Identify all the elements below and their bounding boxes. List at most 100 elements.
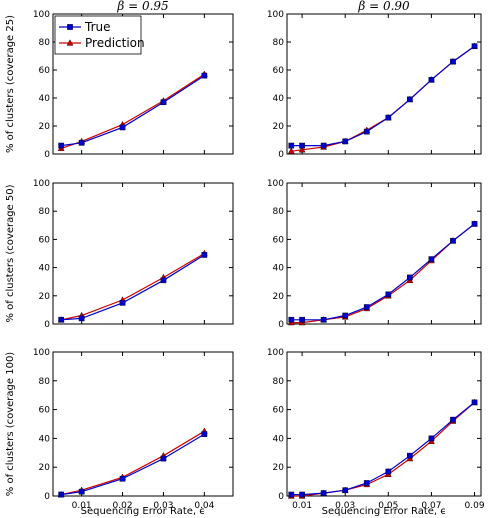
panel-2-point-true: [299, 142, 305, 149]
panel-4-point-true: [299, 316, 305, 323]
panel-6-point-true: [385, 468, 392, 475]
panel-6-point-true: [342, 487, 349, 494]
panel-6-ytick-label: 20: [273, 463, 285, 473]
legend-marker-true: [67, 24, 73, 30]
panel-6-point-true: [471, 399, 478, 406]
panel-3-point-true: [58, 316, 65, 323]
panel-5-xtick-label: 0.01: [72, 501, 92, 511]
panel-5-xtick-label: 0.02: [113, 501, 133, 511]
legend-label-prediction: Prediction: [85, 36, 145, 50]
panel-6-ytick-label: 0: [278, 492, 284, 502]
panel-3-point-true: [160, 277, 167, 284]
panel-1-ytick-label: 40: [39, 94, 51, 104]
panel-3-ytick-label: 0: [44, 320, 50, 330]
panel-3-ytick-label: 60: [39, 235, 51, 245]
panel-4-point-true: [320, 316, 327, 323]
panel-4-ytick-label: 60: [273, 235, 285, 245]
panel-4-point-true: [385, 291, 392, 298]
panel-5-ytick-label: 20: [39, 463, 51, 473]
panel-6-xtick-label: 0.07: [421, 501, 441, 511]
panel-2-point-prediction: [287, 147, 295, 154]
panel-5-point-true: [58, 491, 65, 498]
panel-6-point-true: [299, 491, 305, 498]
panel-5-point-true: [119, 475, 126, 482]
panel-2-point-true: [385, 114, 392, 121]
panel-3-ylabel: % of clusters (coverage 50): [5, 184, 16, 322]
panel-3-ytick-label: 20: [39, 292, 51, 302]
panel-5-point-true: [160, 455, 167, 462]
panel-2-point-true: [363, 128, 370, 135]
panel-4-ytick-label: 20: [273, 292, 285, 302]
panel-6-xtick-label: 0.09: [465, 501, 485, 511]
panel-2-point-true: [428, 76, 435, 83]
legend-label-true: True: [84, 20, 111, 34]
panel-6-ytick-label: 80: [273, 377, 285, 387]
panel-6-xtick-label: 0.01: [292, 501, 312, 511]
panel-6-point-true: [288, 491, 295, 498]
panel-1-point-true: [119, 124, 126, 131]
panel-2-point-true: [471, 43, 478, 50]
panel-1-point-true: [160, 99, 167, 106]
panel-4-point-true: [450, 237, 456, 244]
panel-4-ytick-label: 100: [267, 179, 284, 189]
panel-5-axes-frame: [52, 351, 234, 497]
panel-2-point-true: [320, 142, 327, 149]
panel-5-xtick-label: 0.03: [153, 501, 173, 511]
panel-6-point-true: [450, 416, 456, 423]
column-title-2: β = 0.90: [357, 0, 410, 13]
panel-4-series-line-true: [291, 223, 475, 321]
x-axis-label-1: Sequencing Error Rate, ϵ: [81, 506, 206, 517]
panel-4-point-true: [407, 274, 413, 281]
panel-2-axes-frame: [286, 13, 482, 155]
panel-2-point-true: [450, 58, 456, 65]
panel-3-ytick-label: 40: [39, 264, 51, 274]
panel-5-ylabel: % of clusters (coverage 100): [5, 352, 16, 496]
panel-5-point-true: [78, 488, 85, 495]
panel-1-ytick-label: 20: [39, 122, 51, 132]
panel-6-series-line-true: [291, 401, 475, 496]
panel-5-ytick-label: 0: [44, 492, 50, 502]
panel-1-point-true: [201, 72, 208, 79]
legend-marker-prediction: [66, 39, 74, 46]
legend-box: [54, 15, 142, 55]
panel-3-point-true: [201, 252, 208, 258]
panel-2-ytick-label: 20: [273, 122, 285, 132]
panel-2-point-true: [342, 138, 349, 145]
panel-2-ytick-label: 40: [273, 94, 285, 104]
panel-6-point-true: [428, 435, 435, 442]
column-title-1: β = 0.95: [116, 0, 168, 13]
panel-2-ytick-label: 60: [273, 66, 285, 76]
panel-1-point-true: [78, 139, 85, 146]
panel-5-xtick-label: 0.04: [194, 501, 214, 511]
panel-2-series-line-true: [291, 45, 475, 147]
x-axis-label-2: Sequencing Error Rate, ϵ: [322, 506, 447, 517]
panel-1-ytick-label: 100: [33, 10, 50, 20]
panel-5-ytick-label: 40: [39, 434, 51, 444]
panel-6-xtick-label: 0.03: [335, 501, 355, 511]
panel-2-point-true: [288, 142, 295, 149]
panel-6-series-line-prediction: [291, 401, 475, 497]
panel-2-point-true: [407, 96, 413, 103]
panel-2-ytick-label: 80: [273, 38, 285, 48]
panel-2-point-prediction: [298, 146, 306, 153]
panel-6-point-true: [363, 480, 370, 486]
panel-2-ytick-label: 100: [267, 10, 284, 20]
panel-4-ytick-label: 0: [278, 320, 284, 330]
panel-1-ylabel: % of clusters (coverage 25): [5, 15, 16, 153]
panel-4-point-true: [363, 304, 370, 310]
panel-2-ytick-label: 0: [278, 150, 284, 160]
panel-4-ytick-label: 40: [273, 264, 285, 274]
panel-6-ytick-label: 100: [267, 348, 284, 358]
panel-1-ytick-label: 60: [39, 66, 51, 76]
panel-5-ytick-label: 80: [39, 377, 51, 387]
panel-6-point-true: [407, 452, 413, 459]
panel-4-point-true: [471, 221, 478, 227]
panel-4-point-true: [288, 316, 295, 323]
panel-4-point-true: [428, 256, 435, 262]
panel-5-ytick-label: 60: [39, 406, 51, 416]
panel-3-point-true: [78, 315, 85, 322]
panel-4-point-true: [342, 312, 349, 319]
panel-6-ytick-label: 60: [273, 406, 285, 416]
panel-3-point-true: [119, 300, 126, 306]
panel-5-point-true: [201, 431, 208, 437]
